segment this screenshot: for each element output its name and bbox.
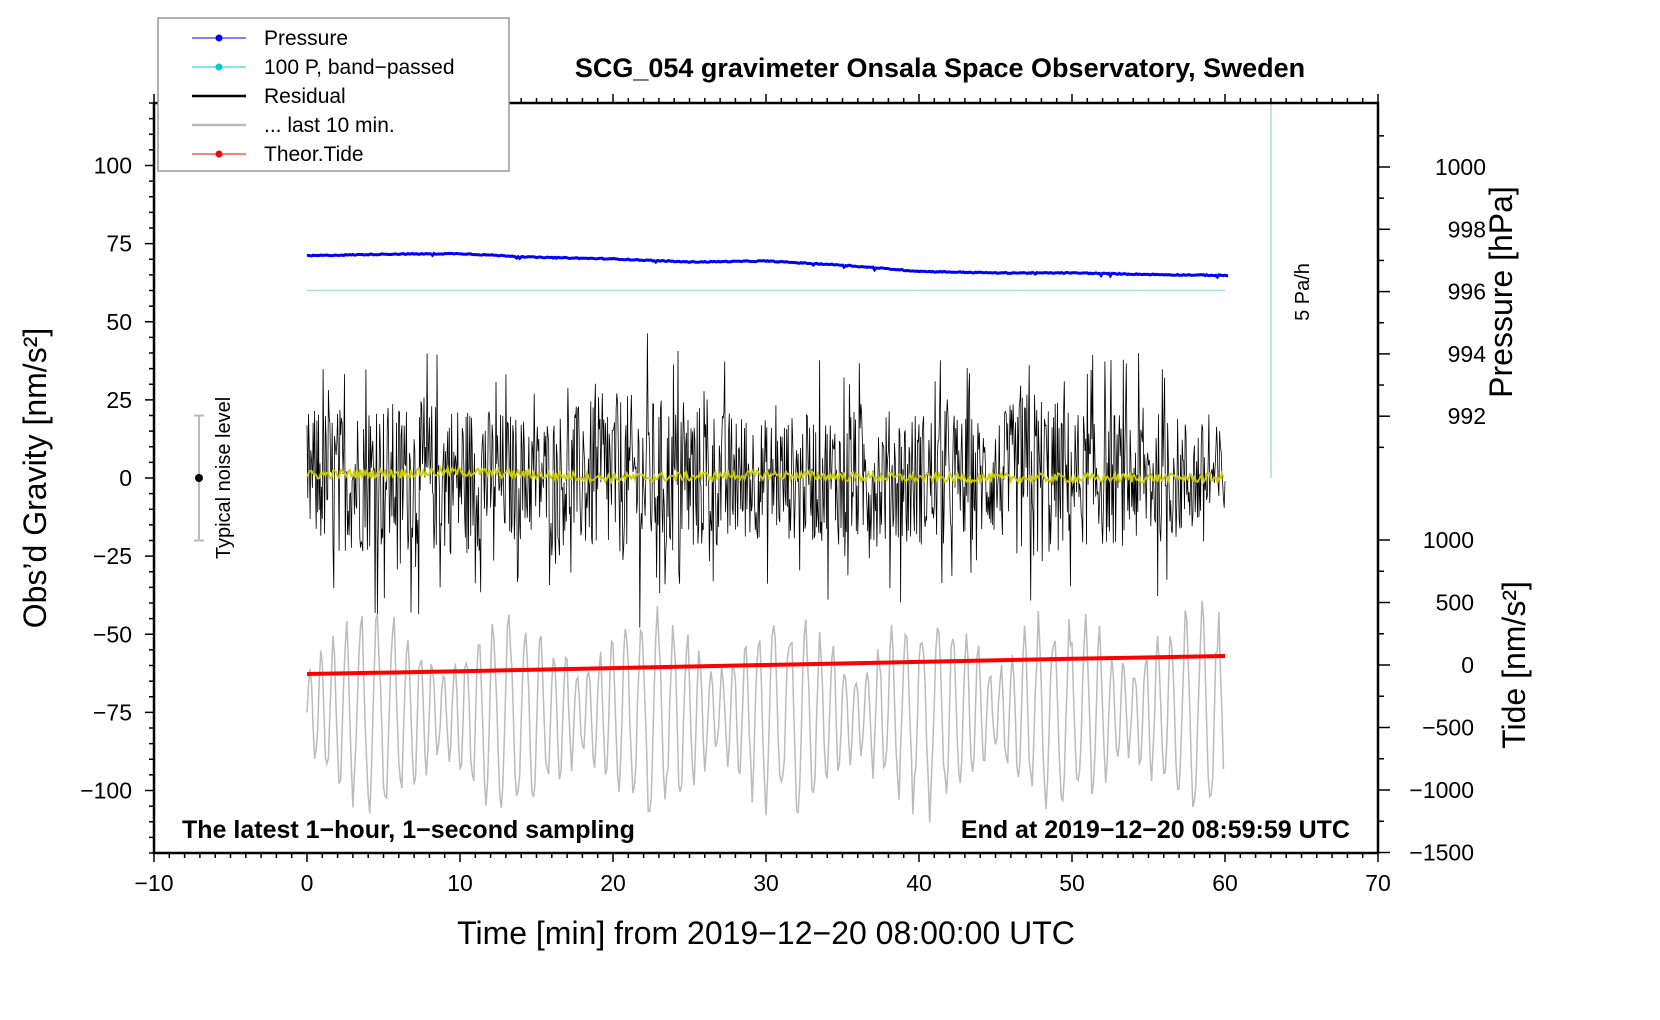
tide-tick-label: 0 [1461,652,1474,678]
legend-label: ... last 10 min. [264,114,395,137]
x-tick-label: 50 [1059,870,1085,896]
tide-tick-label: 1000 [1423,527,1474,553]
legend: Pressure 100 P, band−passed Residual ... la… [157,17,510,172]
annotation-end-time: End at 2019−12−20 08:59:59 UTC [961,816,1350,844]
scale-bar-label: 5 Pa/h [1292,263,1314,321]
y-left-tick-label: 100 [94,153,132,179]
y-left-tick-label: −25 [93,543,132,569]
series-smoothed-residual [306,464,1225,486]
chart-title: SCG_054 gravimeter Onsala Space Observat… [575,53,1305,83]
x-tick-label: 30 [753,870,779,896]
tide-tick-label: 500 [1436,590,1474,616]
x-tick-label: 60 [1212,870,1238,896]
tide-tick-label: −1500 [1409,840,1474,866]
y-left-tick-label: −100 [80,778,132,804]
x-axis-label: Time [min] from 2019−12−20 08:00:00 UTC [457,915,1075,951]
series-theor-tide [306,654,1226,676]
noise-level-dot [195,474,203,482]
legend-marker [215,34,223,42]
y-left-tick-label: −50 [93,621,132,647]
pressure-tick-label: 992 [1448,403,1486,429]
series-pressure [306,251,1229,280]
pressure-tick-label: 994 [1448,341,1487,367]
series-residual [306,333,1226,628]
y-axis-label-left: Obs’d Gravity [nm/s²] [17,328,53,629]
x-tick-label: −10 [134,870,173,896]
legend-label: 100 P, band−passed [264,56,455,79]
legend-marker [215,150,223,158]
x-tick-label: 10 [447,870,473,896]
y-axis-label-pressure: Pressure [hPa] [1483,186,1519,398]
y-left-tick-label: 50 [106,309,132,335]
y-left-tick-label: 75 [106,231,132,257]
pressure-tick-label: 1000 [1435,154,1486,180]
legend-marker [215,63,223,71]
y-left-tick-label: 0 [119,465,132,491]
y-left-tick-label: −75 [93,699,132,725]
x-tick-label: 20 [600,870,626,896]
legend-label: Theor.Tide [264,143,364,166]
y-left-tick-label: 25 [106,387,132,413]
tide-tick-label: −500 [1422,715,1474,741]
legend-label: Pressure [264,27,348,50]
x-tick-label: 70 [1365,870,1391,896]
pressure-tick-label: 998 [1448,216,1486,242]
x-tick-label: 0 [301,870,314,896]
pressure-tick-label: 996 [1448,279,1486,305]
annotation-sampling: The latest 1−hour, 1−second sampling [182,816,635,844]
legend-box [157,17,510,172]
tide-tick-label: −1000 [1409,777,1474,803]
x-tick-label: 40 [906,870,932,896]
series-last-10-min [306,600,1225,823]
legend-label: Residual [264,85,346,108]
noise-level-label: Typical noise level [213,397,235,559]
y-axis-label-tide: Tide [nm/s²] [1496,581,1532,749]
